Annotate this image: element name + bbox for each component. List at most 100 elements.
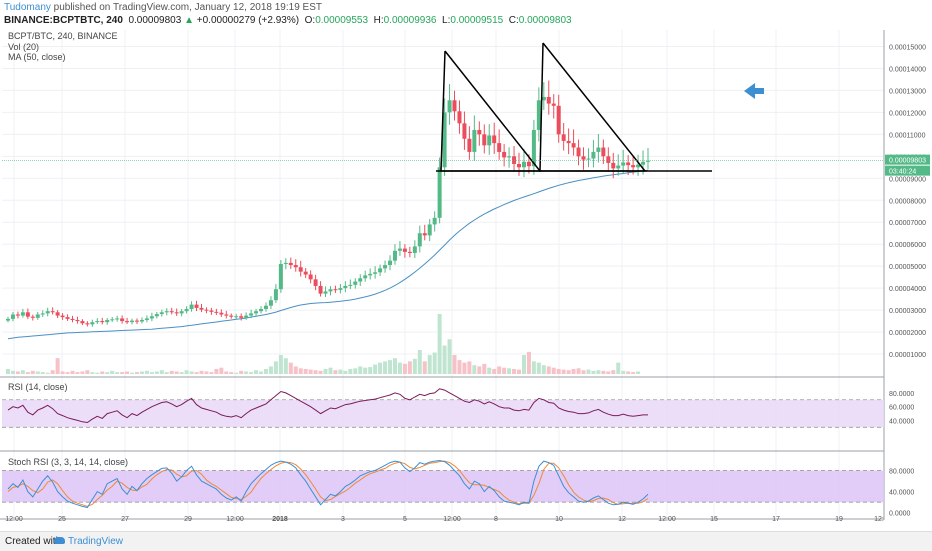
- volume-bar: [586, 369, 591, 374]
- candle-body: [551, 103, 556, 106]
- volume-bar: [25, 372, 30, 374]
- candle-body: [224, 314, 229, 316]
- candle-body: [249, 313, 254, 316]
- volume-bar: [388, 360, 393, 374]
- candle-body: [139, 319, 144, 322]
- candle-body: [402, 248, 407, 252]
- volume-bar: [462, 362, 467, 374]
- candle-body: [636, 164, 641, 168]
- up-triangle-icon: ▲: [184, 15, 194, 26]
- time-tick-label: 5: [403, 516, 407, 523]
- time-tick-label: 27: [121, 516, 129, 523]
- volume-bar: [174, 371, 179, 374]
- candle-body: [373, 272, 378, 274]
- volume-bar: [531, 361, 536, 374]
- candle-body: [30, 316, 35, 318]
- candle-body: [149, 316, 154, 319]
- volume-bar: [437, 314, 442, 374]
- candle-body: [154, 314, 159, 317]
- volume-bar: [502, 367, 507, 374]
- candle-body: [15, 314, 20, 316]
- candle-body: [626, 162, 631, 166]
- volume-bar: [229, 372, 234, 374]
- candle-body: [60, 315, 65, 318]
- volume-bar: [507, 368, 512, 374]
- candle-body: [616, 165, 621, 169]
- volume-bar: [254, 370, 259, 374]
- volume-bar: [591, 370, 596, 374]
- candle-body: [184, 308, 189, 312]
- symbol-line: BINANCE:BCPTBTC, 240: [4, 15, 123, 26]
- ma50-line: [7, 169, 649, 340]
- volume-bar: [457, 360, 462, 374]
- candle-body: [343, 285, 348, 289]
- footer-bar: Created with TradingView: [0, 531, 932, 551]
- volume-bar: [194, 372, 199, 374]
- volume-bar: [50, 370, 55, 374]
- volume-bar: [55, 358, 60, 374]
- price-tick-label: 0.00015000: [889, 44, 926, 51]
- volume-bar: [204, 371, 209, 374]
- candle-body: [283, 262, 288, 264]
- volume-bar: [249, 372, 254, 374]
- time-tick-label: 17: [772, 516, 780, 523]
- candle-body: [209, 310, 214, 312]
- volume-bar: [134, 372, 139, 374]
- volume-bar: [541, 365, 546, 374]
- candle-body: [621, 162, 626, 166]
- candle-body: [358, 278, 363, 282]
- published-text: published on TradingView.com, January 12…: [50, 2, 322, 13]
- volume-bar: [308, 369, 313, 374]
- volume-bar: [214, 368, 219, 374]
- rsi-tick-label: 40.0000: [889, 418, 914, 425]
- volume-bar: [159, 370, 164, 374]
- time-tick-label: 12:00: [443, 516, 461, 523]
- candle-body: [378, 268, 383, 273]
- candle-body: [427, 224, 432, 236]
- candle-body: [244, 315, 249, 318]
- tradingview-brand: TradingView: [68, 536, 124, 547]
- chart-canvas[interactable]: 0.00015000 0.00014000 0.00013000 0.00012000…: [0, 30, 932, 531]
- candle-body: [263, 305, 268, 309]
- pane-label-vol: Vol (20): [8, 42, 40, 52]
- candle-body: [239, 316, 244, 318]
- price-tick-label: 0.00013000: [889, 88, 926, 95]
- volume-bar: [139, 371, 144, 374]
- price-tick-label: 0.00001000: [889, 352, 926, 359]
- time-tick-label: 3: [341, 516, 345, 523]
- volume-bar: [125, 371, 130, 374]
- candle-body: [298, 267, 303, 272]
- pane-label-symbol: BCPT/BTC, 240, BINANCE: [8, 31, 118, 41]
- candle-body: [556, 105, 561, 135]
- time-tick-label: 15: [710, 516, 718, 523]
- volume-bar: [100, 371, 105, 374]
- candle-body: [278, 263, 283, 290]
- volume-bar: [546, 366, 551, 374]
- volume-bar: [576, 368, 581, 374]
- candle-body: [437, 167, 442, 218]
- time-tick-label: 19: [835, 516, 843, 523]
- candle-body: [100, 321, 105, 323]
- author-link[interactable]: Tudomany: [4, 2, 51, 13]
- candle-body: [159, 312, 164, 315]
- candle-body: [55, 312, 60, 316]
- candle-body: [25, 312, 30, 317]
- volume-bar: [517, 369, 522, 374]
- volume-bar: [283, 358, 288, 374]
- candle-body: [467, 138, 472, 152]
- volume-bar: [571, 368, 576, 374]
- candle-body: [85, 323, 90, 325]
- volume-bar: [268, 366, 273, 374]
- candle-body: [80, 321, 85, 324]
- volume-bar: [110, 370, 115, 374]
- tradingview-link[interactable]: TradingView: [54, 536, 123, 547]
- pane-label-ma: MA (50, close): [8, 52, 66, 62]
- stoch-tick-label: 0.0000: [889, 511, 911, 518]
- candle-body: [40, 313, 45, 315]
- volume-bar: [90, 372, 95, 374]
- candle-body: [497, 143, 502, 152]
- volume-bar: [263, 368, 268, 374]
- volume-bar: [442, 345, 447, 374]
- time-tick-label: 12: [618, 516, 626, 523]
- time-tick-label: 29: [184, 516, 192, 523]
